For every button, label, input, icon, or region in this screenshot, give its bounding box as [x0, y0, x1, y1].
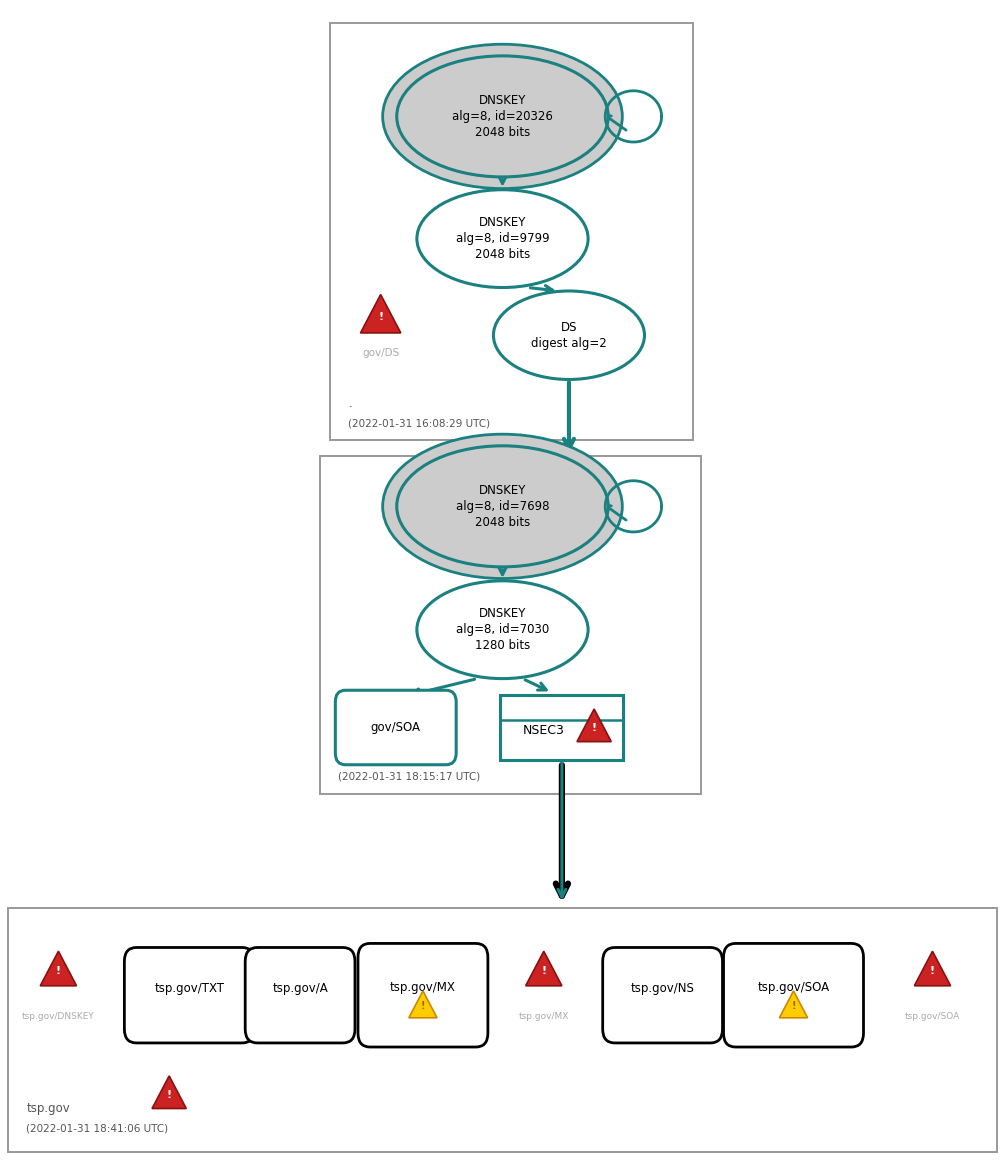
Text: tsp.gov/TXT: tsp.gov/TXT	[154, 982, 225, 995]
Polygon shape	[152, 1076, 186, 1108]
Text: !: !	[55, 966, 61, 977]
FancyBboxPatch shape	[246, 947, 355, 1043]
FancyBboxPatch shape	[330, 23, 693, 440]
Text: (2022-01-31 18:15:17 UTC): (2022-01-31 18:15:17 UTC)	[338, 772, 480, 782]
Ellipse shape	[397, 446, 608, 567]
Text: tsp.gov: tsp.gov	[26, 1101, 69, 1115]
FancyBboxPatch shape	[500, 695, 623, 719]
Ellipse shape	[417, 190, 588, 288]
FancyBboxPatch shape	[602, 947, 723, 1043]
Text: !: !	[378, 312, 384, 321]
Text: tsp.gov/SOA: tsp.gov/SOA	[905, 1012, 960, 1021]
Ellipse shape	[397, 56, 608, 177]
Polygon shape	[409, 991, 437, 1017]
FancyBboxPatch shape	[358, 943, 487, 1048]
Text: tsp.gov/MX: tsp.gov/MX	[390, 981, 456, 994]
Text: DS
digest alg=2: DS digest alg=2	[531, 321, 607, 349]
Text: tsp.gov/A: tsp.gov/A	[272, 982, 328, 995]
Text: !: !	[421, 1001, 425, 1012]
Ellipse shape	[493, 291, 644, 379]
Text: (2022-01-31 18:41:06 UTC): (2022-01-31 18:41:06 UTC)	[26, 1123, 168, 1134]
Text: NSEC3: NSEC3	[523, 724, 565, 737]
Text: DNSKEY
alg=8, id=20326
2048 bits: DNSKEY alg=8, id=20326 2048 bits	[452, 94, 553, 139]
Text: !: !	[166, 1090, 172, 1100]
Text: tsp.gov/SOA: tsp.gov/SOA	[757, 981, 830, 994]
Text: DNSKEY
alg=8, id=7030
1280 bits: DNSKEY alg=8, id=7030 1280 bits	[456, 608, 549, 652]
Text: .: .	[348, 397, 352, 411]
Ellipse shape	[417, 581, 588, 679]
FancyBboxPatch shape	[8, 908, 997, 1152]
Text: !: !	[792, 1001, 796, 1012]
Polygon shape	[914, 951, 951, 986]
Polygon shape	[40, 951, 77, 986]
Text: DNSKEY
alg=8, id=9799
2048 bits: DNSKEY alg=8, id=9799 2048 bits	[456, 217, 549, 261]
Text: gov/DS: gov/DS	[363, 348, 399, 359]
Text: !: !	[541, 966, 547, 977]
Text: tsp.gov/MX: tsp.gov/MX	[519, 1012, 569, 1021]
Ellipse shape	[383, 44, 622, 189]
Text: tsp.gov/NS: tsp.gov/NS	[630, 982, 695, 995]
Text: (2022-01-31 16:08:29 UTC): (2022-01-31 16:08:29 UTC)	[348, 418, 490, 428]
FancyBboxPatch shape	[723, 943, 864, 1048]
Text: !: !	[929, 966, 936, 977]
Text: tsp.gov/DNSKEY: tsp.gov/DNSKEY	[22, 1012, 95, 1021]
Polygon shape	[779, 991, 808, 1017]
Polygon shape	[361, 294, 401, 333]
FancyBboxPatch shape	[320, 456, 701, 794]
Text: !: !	[591, 723, 597, 733]
Polygon shape	[526, 951, 562, 986]
FancyBboxPatch shape	[125, 947, 254, 1043]
Ellipse shape	[383, 434, 622, 579]
Text: DNSKEY
alg=8, id=7698
2048 bits: DNSKEY alg=8, id=7698 2048 bits	[456, 484, 549, 528]
FancyBboxPatch shape	[335, 690, 456, 765]
Polygon shape	[577, 709, 611, 741]
Text: gov: gov	[338, 751, 359, 765]
Text: gov/SOA: gov/SOA	[371, 721, 421, 734]
FancyBboxPatch shape	[500, 695, 623, 760]
